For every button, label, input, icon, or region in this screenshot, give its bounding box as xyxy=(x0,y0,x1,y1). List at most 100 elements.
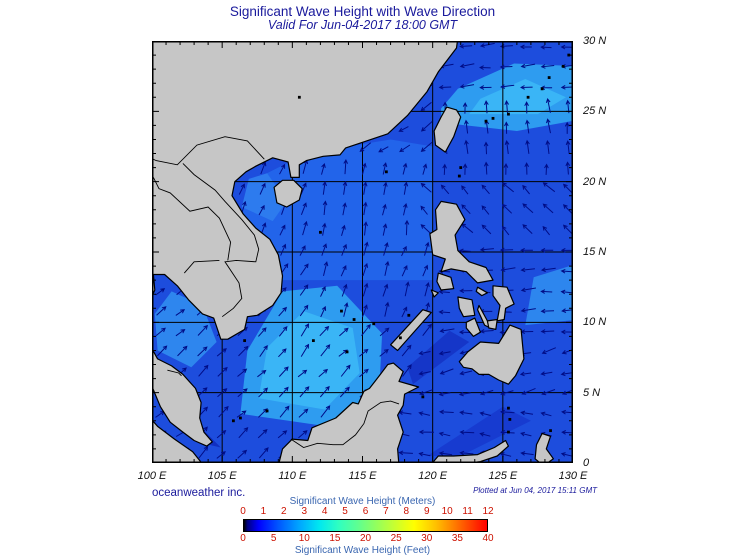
wave-height-patch-7 xyxy=(407,330,470,385)
island-dot xyxy=(526,95,530,99)
meters-ticks-7: 7 xyxy=(383,506,389,517)
lat-label-0: 0 xyxy=(583,457,590,469)
wave-height-patch-8 xyxy=(427,406,531,456)
page-subtitle: Valid For Jun-04-2017 18:00 GMT xyxy=(267,18,458,32)
island-dot xyxy=(484,119,488,123)
island-dot xyxy=(507,430,510,434)
island-dot xyxy=(540,87,544,91)
meters-ticks-8: 8 xyxy=(403,506,410,517)
land-borneo xyxy=(278,362,420,463)
feet-ticks-30: 30 xyxy=(421,533,433,544)
meters-ticks-4: 4 xyxy=(321,506,328,517)
land-panay xyxy=(457,296,476,318)
island-dot xyxy=(421,395,425,399)
colorbar xyxy=(243,519,488,532)
island-dot xyxy=(265,409,269,413)
island-dot xyxy=(384,170,388,174)
meters-ticks-3: 3 xyxy=(301,506,308,517)
meters-ticks-11: 11 xyxy=(462,506,473,517)
island-dot xyxy=(561,64,565,68)
land-sulawesi-north-arm xyxy=(431,439,509,463)
feet-ticks-20: 20 xyxy=(359,533,372,544)
lon-label-100: 100 E xyxy=(137,470,167,482)
feet-ticks-25: 25 xyxy=(390,533,402,544)
meters-ticks-6: 6 xyxy=(362,506,369,517)
meters-ticks-2: 2 xyxy=(281,506,287,517)
legend-feet-title: Significant Wave Height (Feet) xyxy=(294,545,431,556)
lat-label-10: 10 N xyxy=(583,316,607,329)
island-dot xyxy=(239,416,242,420)
island-dot xyxy=(567,53,571,57)
wave-map xyxy=(152,41,573,463)
island-dot xyxy=(547,76,551,79)
island-dot xyxy=(507,406,510,410)
page-title: Significant Wave Height with Wave Direct… xyxy=(229,4,496,19)
land-bohol xyxy=(486,318,498,330)
title-block: Significant Wave Height with Wave Direct… xyxy=(152,4,573,32)
island-dot xyxy=(507,112,510,116)
island-dot xyxy=(491,116,495,120)
land-mindoro xyxy=(436,272,455,291)
kalimantan-border xyxy=(290,400,400,448)
thai-laos-border xyxy=(152,177,232,261)
vietnam-west-border xyxy=(182,163,260,318)
lat-label-25: 25 N xyxy=(583,105,607,118)
wave-height-patch-0 xyxy=(233,139,433,281)
island-dot xyxy=(459,166,463,169)
meters-ticks-9: 9 xyxy=(423,506,430,517)
island-dot xyxy=(398,336,402,340)
legend-meters-title: Significant Wave Height (Meters) xyxy=(289,496,436,507)
land-cebu xyxy=(477,304,491,329)
feet-ticks-5: 5 xyxy=(270,533,277,544)
feet-ticks-15: 15 xyxy=(329,533,341,544)
lon-label-115: 115 E xyxy=(348,470,377,482)
island-dot xyxy=(457,174,461,178)
island-dot xyxy=(243,339,247,343)
feet-ticks-35: 35 xyxy=(451,533,463,544)
plotted-at-timestamp: Plotted at Jun 04, 2017 15:11 GMT xyxy=(473,486,597,495)
land-samar-leyte xyxy=(492,285,515,322)
wave-height-patch-6 xyxy=(241,173,287,222)
lon-label-130: 130 E xyxy=(558,470,588,482)
land-hainan xyxy=(273,179,303,208)
wave-height-patch-2 xyxy=(258,311,360,410)
malaysia-thai-border xyxy=(167,369,182,377)
meters-ticks-0: 0 xyxy=(240,506,246,517)
land-luzon xyxy=(429,200,494,284)
china-south-border xyxy=(152,136,265,166)
lon-label-125: 125 E xyxy=(488,470,518,482)
feet-ticks-0: 0 xyxy=(240,533,246,544)
credit-oceanweather: oceanweather inc. xyxy=(152,487,246,499)
island-dot xyxy=(311,339,315,343)
land-calamian xyxy=(430,289,439,298)
lat-label-20: 20 N xyxy=(583,175,607,188)
feet-ticks-40: 40 xyxy=(482,533,494,544)
island-dot xyxy=(231,419,235,423)
land-asia-mainland xyxy=(152,41,459,447)
meters-ticks-10: 10 xyxy=(441,506,453,517)
degree-ticks xyxy=(152,41,573,463)
island-dot xyxy=(549,429,552,433)
island-dot xyxy=(340,309,343,313)
lat-label-5: 5 N xyxy=(583,386,601,399)
island-dot xyxy=(297,95,301,99)
land-negros xyxy=(465,317,481,337)
island-dot xyxy=(345,350,349,354)
land-sumatra xyxy=(152,419,203,463)
island-dot xyxy=(508,417,512,421)
island-dot xyxy=(372,322,376,326)
thai-cambodia-border xyxy=(183,259,220,274)
land-taiwan xyxy=(433,106,462,153)
map-frame xyxy=(152,41,573,463)
lon-label-105: 105 E xyxy=(207,470,237,482)
lat-label-30: 30 N xyxy=(583,35,607,47)
island-dot xyxy=(319,230,322,234)
meters-ticks-12: 12 xyxy=(482,506,494,517)
lon-label-120: 120 E xyxy=(418,470,448,482)
meters-ticks-1: 1 xyxy=(260,506,267,517)
lat-label-15: 15 N xyxy=(583,246,607,258)
wave-height-patch-10 xyxy=(525,265,573,326)
land-palawan xyxy=(390,309,432,352)
land-masbate xyxy=(475,286,488,297)
